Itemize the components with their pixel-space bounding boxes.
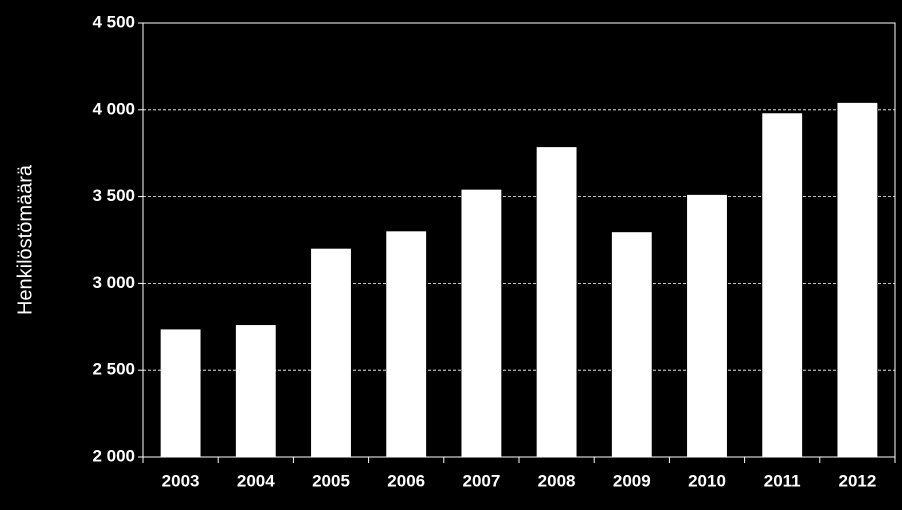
y-tick-label: 2 500 — [92, 360, 135, 379]
bar — [311, 248, 351, 457]
y-tick-label: 4 000 — [92, 99, 135, 118]
bar — [762, 113, 803, 457]
bar — [461, 189, 502, 457]
x-tick-label: 2011 — [764, 471, 801, 490]
y-tick-label: 2 000 — [92, 446, 135, 465]
x-tick-label: 2012 — [838, 471, 876, 490]
bar — [235, 325, 276, 457]
bar — [536, 147, 577, 457]
x-tick-label: 2003 — [162, 471, 200, 490]
bar — [611, 232, 652, 457]
x-tick-label: 2009 — [613, 471, 651, 490]
x-tick-label: 2005 — [312, 471, 350, 490]
y-tick-label: 3 500 — [92, 186, 135, 205]
x-tick-label: 2004 — [237, 471, 275, 490]
bar — [160, 329, 201, 457]
bar — [837, 102, 878, 457]
y-tick-label: 3 000 — [92, 273, 135, 292]
y-tick-label: 4 500 — [92, 12, 135, 31]
x-tick-label: 2010 — [688, 471, 726, 490]
bar — [386, 231, 427, 457]
y-axis-title: Henkilöstömäärä — [14, 164, 36, 315]
x-tick-label: 2006 — [387, 471, 425, 490]
x-tick-label: 2008 — [538, 471, 576, 490]
x-tick-label: 2007 — [462, 471, 500, 490]
bar — [687, 194, 727, 457]
